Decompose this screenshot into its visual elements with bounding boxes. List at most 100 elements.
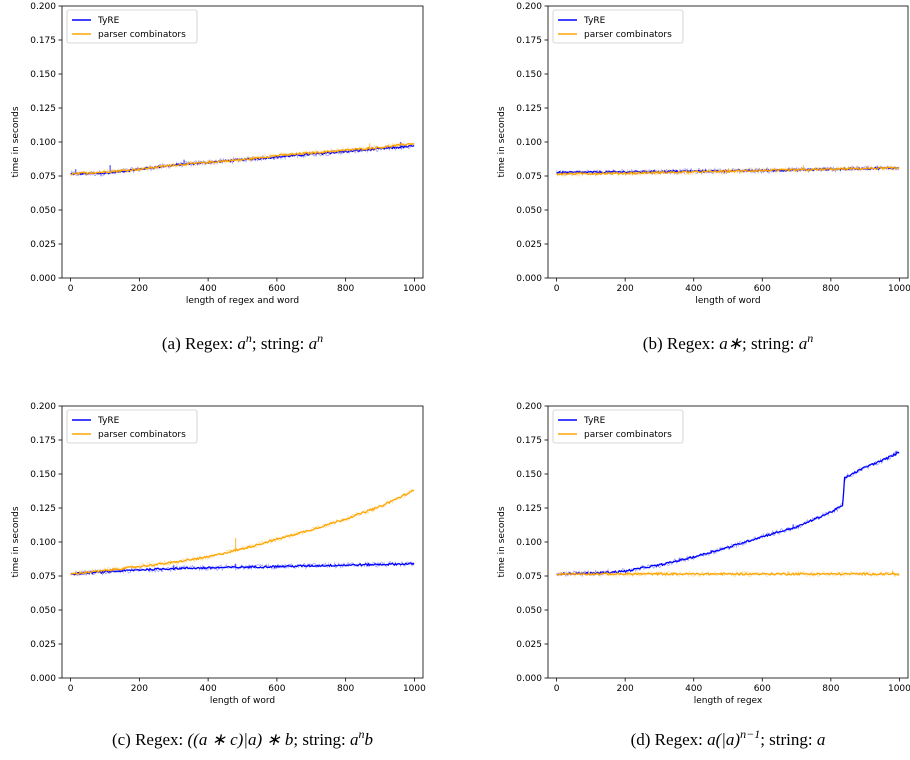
y-tick-label: 0.175 (516, 36, 542, 46)
x-tick-label: 0 (68, 684, 74, 694)
series-band-parser-combinators (70, 489, 415, 578)
y-tick-label: 0.150 (30, 470, 56, 480)
y-tick-label: 0.200 (516, 2, 542, 12)
y-tick-label: 0.150 (30, 70, 56, 80)
y-tick-label: 0.050 (30, 606, 56, 616)
x-tick-label: 0 (68, 284, 74, 294)
y-tick-label: 0.050 (516, 606, 542, 616)
y-tick-label: 0.025 (516, 240, 542, 250)
x-tick-label: 600 (754, 684, 771, 694)
x-tick-label: 600 (268, 684, 285, 694)
legend-box (552, 9, 684, 44)
y-tick-label: 0.175 (30, 436, 56, 446)
y-tick-label: 0.100 (516, 138, 542, 148)
x-tick-label: 200 (131, 284, 148, 294)
legend-box (552, 409, 684, 444)
series-line-parser-combinators (556, 571, 900, 577)
y-tick-label: 0.125 (30, 104, 56, 114)
x-axis-label: length of word (695, 296, 760, 306)
y-tick-label: 0.125 (516, 504, 542, 514)
y-tick-label: 0.100 (30, 138, 56, 148)
y-tick-label: 0.025 (516, 640, 542, 650)
y-tick-label: 0.075 (30, 172, 56, 182)
series-line-tyre (70, 562, 415, 576)
subfigure-caption: (d) Regex: a(|a)n−1​; string: a (631, 727, 826, 749)
y-tick-label: 0.025 (30, 240, 56, 250)
plot-frame (547, 5, 909, 279)
y-tick-label: 0.000 (30, 274, 56, 284)
series-line-parser-combinators (70, 142, 415, 176)
legend-label: parser combinators (584, 430, 672, 440)
x-axis-label: length of regex (694, 696, 763, 706)
y-tick-label: 0.125 (516, 104, 542, 114)
x-axis-label: length of regex and word (186, 296, 299, 306)
y-tick-label: 0.150 (516, 70, 542, 80)
x-tick-label: 1000 (403, 684, 426, 694)
x-tick-label: 200 (131, 684, 148, 694)
x-tick-label: 800 (822, 284, 839, 294)
legend-label: parser combinators (98, 30, 186, 40)
legend-label: TyRE (97, 16, 120, 26)
x-tick-label: 600 (754, 284, 771, 294)
y-tick-label: 0.150 (516, 470, 542, 480)
series-line-tyre (556, 451, 900, 576)
y-tick-label: 0.050 (30, 206, 56, 216)
chart-panel-2: 0.000 0.025 0.050 0.075 0.100 0.125 0.150 0.175… (497, 2, 910, 353)
y-tick-label: 0.175 (30, 36, 56, 46)
y-tick-label: 0.100 (30, 538, 56, 548)
x-tick-label: 400 (200, 284, 217, 294)
x-tick-label: 1000 (403, 284, 426, 294)
x-tick-label: 200 (617, 284, 634, 294)
y-tick-label: 0.075 (30, 572, 56, 582)
y-tick-label: 0.200 (30, 2, 56, 12)
plot-frame (547, 405, 909, 679)
x-tick-label: 0 (554, 284, 560, 294)
x-tick-label: 200 (617, 684, 634, 694)
y-tick-label: 0.125 (30, 504, 56, 514)
legend-label: TyRE (583, 416, 606, 426)
x-tick-label: 1000 (888, 284, 910, 294)
plot-frame (61, 405, 424, 679)
y-axis-label: time in seconds (11, 106, 21, 177)
series-band-parser-combinators (70, 141, 415, 178)
y-tick-label: 0.200 (516, 402, 542, 412)
legend-label: parser combinators (98, 430, 186, 440)
subfigure-caption: (c) Regex: ((a ∗ c)|a) ∗ b; string: an​b (112, 727, 373, 749)
legend-label: TyRE (583, 16, 606, 26)
y-tick-label: 0.200 (30, 402, 56, 412)
series-line-parser-combinators (70, 489, 415, 575)
y-axis-label: time in seconds (497, 106, 507, 177)
y-tick-label: 0.000 (516, 674, 542, 684)
x-tick-label: 0 (554, 684, 560, 694)
y-tick-label: 0.025 (30, 640, 56, 650)
chart-panel-4: 0.000 0.025 0.050 0.075 0.100 0.125 0.150 0.175… (497, 402, 910, 749)
y-tick-label: 0.000 (30, 674, 56, 684)
x-tick-label: 400 (200, 684, 217, 694)
x-tick-label: 800 (822, 684, 839, 694)
x-tick-label: 800 (337, 684, 354, 694)
subfigure-caption: (b) Regex: a∗; string: an​ (643, 331, 813, 353)
x-tick-label: 400 (685, 284, 702, 294)
chart-panel-1: 0.000 0.025 0.050 0.075 0.100 0.125 0.150 0.175… (11, 2, 426, 353)
series-band-tyre (556, 450, 900, 578)
y-tick-label: 0.100 (516, 538, 542, 548)
plot-frame (61, 5, 424, 279)
legend-label: TyRE (97, 416, 120, 426)
legend-label: parser combinators (584, 30, 672, 40)
y-tick-label: 0.050 (516, 206, 542, 216)
x-tick-label: 800 (337, 284, 354, 294)
x-tick-label: 400 (685, 684, 702, 694)
y-tick-label: 0.000 (516, 274, 542, 284)
chart-panel-3: 0.000 0.025 0.050 0.075 0.100 0.125 0.150 0.175… (11, 402, 426, 749)
x-tick-label: 600 (268, 284, 285, 294)
subfigure-caption: (a) Regex: an​; string: an​ (162, 331, 323, 353)
x-axis-label: length of word (210, 696, 275, 706)
y-tick-label: 0.175 (516, 436, 542, 446)
x-tick-label: 1000 (888, 684, 910, 694)
legend-box (66, 9, 198, 44)
series-line-parser-combinators (556, 166, 900, 176)
y-axis-label: time in seconds (11, 506, 21, 577)
legend-box (66, 409, 198, 444)
y-axis-label: time in seconds (497, 506, 507, 577)
